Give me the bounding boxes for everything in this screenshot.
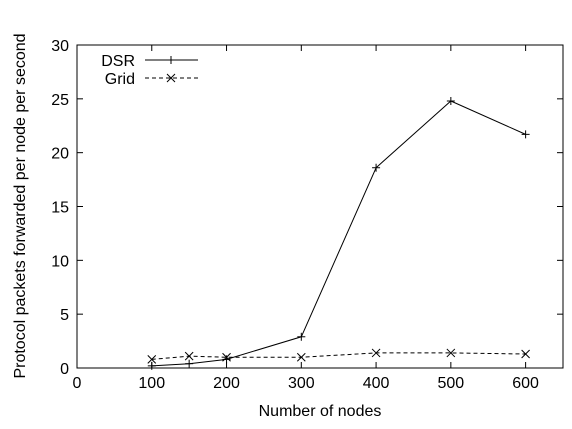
dsr-series-line — [151, 100, 526, 367]
grid-data-point — [296, 352, 306, 362]
legend-marker-dsr — [167, 56, 175, 64]
x-tick-label: 100 — [138, 375, 165, 392]
dsr-data-point — [446, 96, 455, 105]
x-tick-label: 600 — [512, 375, 539, 392]
series-layer — [147, 96, 530, 370]
marker-stroke — [296, 352, 306, 362]
y-tick-label: 25 — [51, 92, 69, 109]
marker-stroke — [222, 352, 231, 362]
dsr-data-point — [185, 359, 194, 368]
marker-stroke — [446, 348, 456, 358]
x-tick-label: 300 — [288, 375, 315, 392]
legend-label-dsr: DSR — [101, 53, 135, 70]
grid-data-point — [222, 352, 231, 362]
y-tick-label: 20 — [51, 146, 69, 163]
grid-data-point — [446, 348, 456, 358]
dsr-data-point — [521, 130, 530, 139]
dsr-data-point — [297, 332, 306, 341]
marker-stroke — [184, 351, 194, 361]
x-tick-label: 400 — [363, 375, 390, 392]
legend-marker-grid — [166, 73, 176, 83]
grid-data-point — [184, 351, 194, 361]
x-tick-label: 500 — [437, 375, 464, 392]
y-axis-label: Protocol packets forwarded per node per … — [12, 33, 29, 378]
ticks-layer: 0 100 200 300 400 500 600 0 5 10 15 20 25 30 — [51, 38, 563, 392]
grid-data-point — [521, 349, 530, 359]
marker-stroke — [521, 349, 530, 359]
y-tick-label: 10 — [51, 253, 69, 270]
grid-data-point — [147, 355, 157, 364]
marker-stroke — [371, 348, 381, 358]
grid-series-line — [151, 352, 526, 360]
y-tick-label: 30 — [51, 38, 69, 55]
marker-stroke — [147, 355, 157, 364]
dsr-data-point — [372, 163, 381, 172]
x-tick-label: 200 — [213, 375, 240, 392]
grid-data-point — [371, 348, 381, 358]
x-tick-label: 0 — [73, 375, 82, 392]
dsr-data-point — [147, 361, 156, 370]
legend-label-grid: Grid — [105, 71, 135, 88]
plot-frame — [76, 44, 564, 369]
y-tick-label: 15 — [51, 200, 69, 217]
y-tick-label: 0 — [60, 361, 69, 378]
x-axis-label: Number of nodes — [259, 403, 382, 420]
y-tick-label: 5 — [60, 307, 69, 324]
marker-stroke — [166, 73, 176, 83]
